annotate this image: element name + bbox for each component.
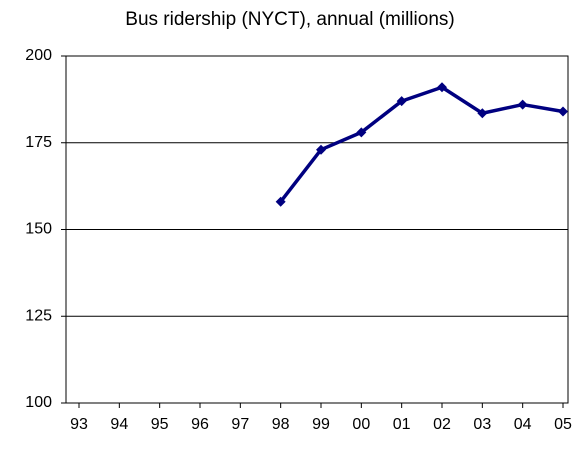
x-tick-label: 01 <box>393 416 411 433</box>
point <box>437 82 447 93</box>
x-tick-label: 96 <box>191 416 209 433</box>
x-tick-label: 98 <box>272 416 290 433</box>
y-tick-label: 125 <box>25 307 52 324</box>
x-tick-label: 02 <box>433 416 451 433</box>
chart-title: Bus ridership (NYCT), annual (millions) <box>125 9 454 30</box>
point <box>517 99 528 110</box>
x-tick-label: 93 <box>70 416 88 433</box>
x-tick-label: 03 <box>473 416 491 433</box>
line <box>279 85 564 203</box>
y-tick-label: 200 <box>25 47 52 64</box>
x-tick-label: 97 <box>231 416 249 433</box>
point <box>396 96 407 107</box>
point <box>275 196 286 207</box>
point <box>356 127 367 138</box>
x-tick-label: 99 <box>312 416 330 433</box>
x-tick-label: 00 <box>352 416 370 433</box>
point <box>477 108 488 119</box>
x-tick-label: 94 <box>110 416 128 433</box>
point <box>558 106 568 117</box>
x-tick-label: 04 <box>514 416 532 433</box>
y-tick-label: 175 <box>25 134 52 151</box>
point <box>316 144 326 155</box>
y-tick-label: 150 <box>25 221 52 238</box>
y-tick-label: 100 <box>25 394 52 411</box>
x-tick-label: 05 <box>554 416 572 433</box>
x-tick-label: 95 <box>151 416 169 433</box>
